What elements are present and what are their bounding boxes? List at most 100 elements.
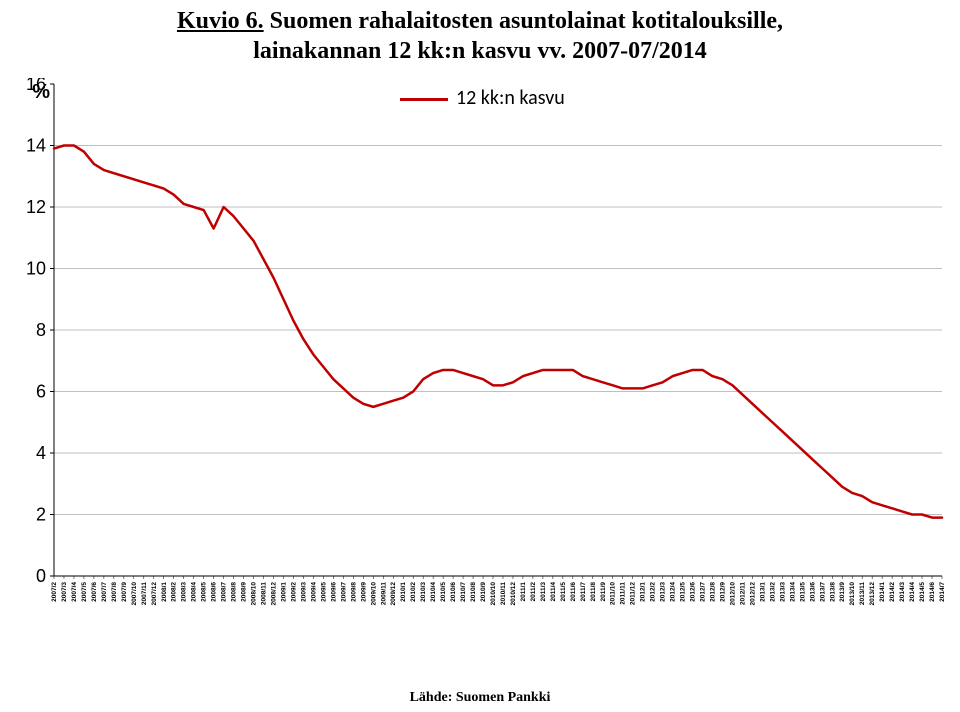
svg-text:8: 8 bbox=[36, 320, 46, 340]
svg-text:2014/2: 2014/2 bbox=[889, 582, 896, 602]
svg-text:2008/8: 2008/8 bbox=[231, 582, 238, 602]
svg-text:2012/3: 2012/3 bbox=[660, 582, 667, 602]
line-chart: 0246810121416%2007/22007/32007/42007/520… bbox=[10, 78, 950, 658]
svg-text:2011/10: 2011/10 bbox=[610, 582, 617, 606]
chart-area: 0246810121416%2007/22007/32007/42007/520… bbox=[10, 78, 950, 658]
title-prefix: Kuvio 6. bbox=[177, 8, 264, 34]
svg-text:2014/6: 2014/6 bbox=[929, 582, 936, 602]
svg-text:2013/5: 2013/5 bbox=[799, 582, 806, 602]
svg-text:2008/3: 2008/3 bbox=[181, 582, 188, 602]
svg-text:2010/10: 2010/10 bbox=[490, 582, 497, 606]
svg-text:2009/11: 2009/11 bbox=[380, 582, 387, 606]
svg-text:2009/1: 2009/1 bbox=[280, 582, 287, 602]
svg-text:2009/2: 2009/2 bbox=[290, 582, 297, 602]
svg-text:2008/12: 2008/12 bbox=[271, 582, 278, 606]
svg-text:2013/2: 2013/2 bbox=[769, 582, 776, 602]
svg-text:2010/2: 2010/2 bbox=[410, 582, 417, 602]
svg-text:2012/10: 2012/10 bbox=[729, 582, 736, 606]
svg-text:2013/10: 2013/10 bbox=[849, 582, 856, 606]
svg-text:2012/9: 2012/9 bbox=[719, 582, 726, 602]
svg-text:0: 0 bbox=[36, 566, 46, 586]
svg-text:2008/5: 2008/5 bbox=[201, 582, 208, 602]
svg-text:%: % bbox=[32, 81, 50, 103]
svg-text:2007/9: 2007/9 bbox=[121, 582, 128, 602]
footer-text: Lähde: Suomen Pankki bbox=[410, 690, 551, 705]
svg-text:12: 12 bbox=[26, 197, 46, 217]
svg-text:2012/2: 2012/2 bbox=[650, 582, 657, 602]
svg-text:2013/4: 2013/4 bbox=[789, 582, 796, 602]
svg-text:2011/7: 2011/7 bbox=[580, 582, 587, 602]
svg-text:2012/5: 2012/5 bbox=[680, 582, 687, 602]
svg-text:2009/7: 2009/7 bbox=[340, 582, 347, 602]
svg-text:2013/3: 2013/3 bbox=[779, 582, 786, 602]
svg-text:2009/3: 2009/3 bbox=[300, 582, 307, 602]
svg-text:2012/4: 2012/4 bbox=[670, 582, 677, 602]
svg-text:2014/7: 2014/7 bbox=[939, 582, 946, 602]
svg-text:2008/9: 2008/9 bbox=[241, 582, 248, 602]
svg-text:2007/12: 2007/12 bbox=[151, 582, 158, 606]
svg-text:2009/5: 2009/5 bbox=[320, 582, 327, 602]
svg-text:2007/7: 2007/7 bbox=[101, 582, 108, 602]
chart-title: Kuvio 6. Suomen rahalaitosten asuntolain… bbox=[0, 0, 960, 66]
svg-text:2008/1: 2008/1 bbox=[161, 582, 168, 602]
svg-text:2013/11: 2013/11 bbox=[859, 582, 866, 606]
svg-text:2012/11: 2012/11 bbox=[739, 582, 746, 606]
svg-text:14: 14 bbox=[26, 136, 46, 156]
svg-text:2007/10: 2007/10 bbox=[131, 582, 138, 606]
svg-text:2007/8: 2007/8 bbox=[111, 582, 118, 602]
svg-text:2008/11: 2008/11 bbox=[261, 582, 268, 606]
svg-text:2014/1: 2014/1 bbox=[879, 582, 886, 602]
chart-footer: Lähde: Suomen Pankki bbox=[0, 690, 960, 706]
svg-text:2010/8: 2010/8 bbox=[470, 582, 477, 602]
svg-text:2009/4: 2009/4 bbox=[310, 582, 317, 602]
svg-text:2008/10: 2008/10 bbox=[251, 582, 258, 606]
svg-text:2011/3: 2011/3 bbox=[540, 582, 547, 602]
svg-text:2007/11: 2007/11 bbox=[141, 582, 148, 606]
svg-text:2010/4: 2010/4 bbox=[430, 582, 437, 602]
svg-text:10: 10 bbox=[26, 259, 46, 279]
svg-text:2011/2: 2011/2 bbox=[530, 582, 537, 602]
svg-text:2007/2: 2007/2 bbox=[51, 582, 58, 602]
svg-text:2010/5: 2010/5 bbox=[440, 582, 447, 602]
svg-text:2010/9: 2010/9 bbox=[480, 582, 487, 602]
svg-text:2009/12: 2009/12 bbox=[390, 582, 397, 606]
svg-text:2008/7: 2008/7 bbox=[221, 582, 228, 602]
svg-text:2010/3: 2010/3 bbox=[420, 582, 427, 602]
svg-text:2010/1: 2010/1 bbox=[400, 582, 407, 602]
svg-text:2007/6: 2007/6 bbox=[91, 582, 98, 602]
svg-text:2013/1: 2013/1 bbox=[759, 582, 766, 602]
svg-text:2009/10: 2009/10 bbox=[370, 582, 377, 606]
svg-text:2014/5: 2014/5 bbox=[919, 582, 926, 602]
svg-text:2008/4: 2008/4 bbox=[191, 582, 198, 602]
svg-text:6: 6 bbox=[36, 382, 46, 402]
svg-text:2013/9: 2013/9 bbox=[839, 582, 846, 602]
svg-text:2011/9: 2011/9 bbox=[600, 582, 607, 602]
svg-text:2: 2 bbox=[36, 505, 46, 525]
svg-text:2007/3: 2007/3 bbox=[61, 582, 68, 602]
svg-text:2011/12: 2011/12 bbox=[630, 582, 637, 606]
svg-text:2010/12: 2010/12 bbox=[510, 582, 517, 606]
svg-text:2013/6: 2013/6 bbox=[809, 582, 816, 602]
svg-text:2014/4: 2014/4 bbox=[909, 582, 916, 602]
svg-text:2011/11: 2011/11 bbox=[620, 582, 627, 605]
svg-text:2011/8: 2011/8 bbox=[590, 582, 597, 602]
title-rest: Suomen rahalaitosten asuntolainat kotita… bbox=[264, 8, 783, 34]
svg-text:2011/5: 2011/5 bbox=[560, 582, 567, 602]
svg-text:4: 4 bbox=[36, 443, 46, 463]
svg-text:2012/8: 2012/8 bbox=[710, 582, 717, 602]
svg-text:2009/6: 2009/6 bbox=[330, 582, 337, 602]
svg-text:2008/6: 2008/6 bbox=[211, 582, 218, 602]
svg-text:2010/6: 2010/6 bbox=[450, 582, 457, 602]
svg-text:2012/7: 2012/7 bbox=[700, 582, 707, 602]
svg-text:2011/4: 2011/4 bbox=[550, 582, 557, 602]
svg-text:2011/1: 2011/1 bbox=[520, 582, 527, 602]
svg-text:2008/2: 2008/2 bbox=[171, 582, 178, 602]
svg-text:2009/8: 2009/8 bbox=[350, 582, 357, 602]
svg-text:2010/7: 2010/7 bbox=[460, 582, 467, 602]
svg-text:2013/12: 2013/12 bbox=[869, 582, 876, 606]
svg-text:2012/6: 2012/6 bbox=[690, 582, 697, 602]
svg-text:2010/11: 2010/11 bbox=[500, 582, 507, 606]
svg-text:2013/8: 2013/8 bbox=[829, 582, 836, 602]
svg-text:2007/4: 2007/4 bbox=[71, 582, 78, 602]
svg-text:2007/5: 2007/5 bbox=[81, 582, 88, 602]
